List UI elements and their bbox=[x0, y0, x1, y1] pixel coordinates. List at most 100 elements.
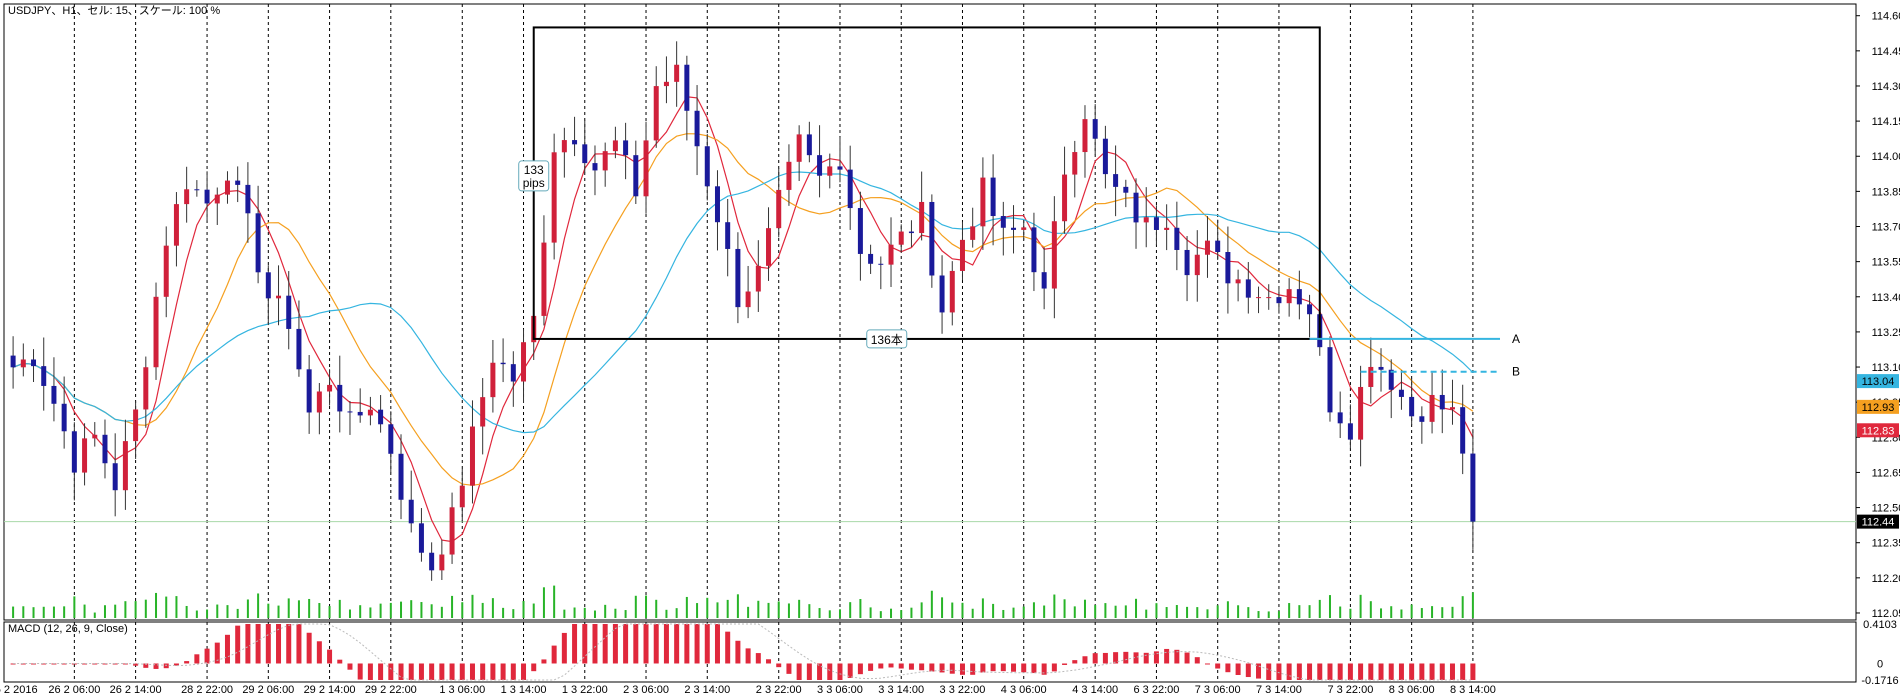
macd-bar bbox=[878, 663, 884, 669]
candle-body bbox=[1337, 412, 1343, 424]
candle-body bbox=[817, 155, 823, 176]
volume-bar bbox=[838, 609, 841, 618]
candle-body bbox=[194, 189, 200, 191]
macd-bar bbox=[112, 663, 118, 665]
macd-axis-label: 0 bbox=[1877, 658, 1883, 670]
macd-bar bbox=[1358, 663, 1364, 680]
macd-bar bbox=[837, 663, 843, 680]
macd-bar bbox=[1256, 663, 1262, 679]
macd-bar bbox=[1245, 663, 1251, 678]
candle-body bbox=[1266, 297, 1272, 299]
candle-body bbox=[1347, 423, 1353, 440]
volume-bar bbox=[348, 609, 351, 618]
candle-body bbox=[684, 64, 690, 111]
candle-body bbox=[296, 328, 302, 370]
candle-body bbox=[1296, 289, 1302, 305]
macd-bar bbox=[970, 663, 976, 675]
volume-bar bbox=[1124, 605, 1127, 618]
price-tag-box bbox=[1857, 514, 1899, 529]
candle-body bbox=[1460, 407, 1466, 454]
volume-bar bbox=[614, 608, 617, 618]
macd-bar bbox=[1266, 663, 1272, 680]
x-tick-label: 3 3 14:00 bbox=[878, 684, 924, 695]
candle-body bbox=[959, 239, 965, 271]
volume-bar bbox=[726, 599, 729, 618]
candle-body bbox=[31, 359, 37, 367]
moving-averages bbox=[12, 96, 1474, 543]
volume-bar bbox=[696, 603, 699, 618]
x-tick-label: 26 2 14:00 bbox=[110, 684, 162, 695]
macd-bar bbox=[806, 663, 812, 680]
macd-bar bbox=[623, 624, 629, 664]
candle-body bbox=[735, 248, 741, 308]
candle-body bbox=[1327, 347, 1333, 413]
candle-body bbox=[184, 189, 190, 205]
macd-bar bbox=[745, 648, 751, 664]
candle-body bbox=[10, 355, 16, 368]
macd-bar bbox=[1072, 660, 1078, 664]
price-tag-box bbox=[1857, 423, 1899, 438]
volume-bar bbox=[869, 607, 872, 618]
candle-body bbox=[1368, 366, 1374, 387]
candle-body bbox=[1358, 386, 1364, 440]
volume-bar bbox=[553, 585, 556, 618]
macd-bar bbox=[572, 624, 578, 664]
candle-body bbox=[592, 163, 598, 171]
candle-body bbox=[429, 552, 435, 571]
macd-bar bbox=[1031, 663, 1037, 674]
candle-body bbox=[847, 169, 853, 209]
volume-bar bbox=[1410, 604, 1413, 618]
macd-bar bbox=[582, 624, 588, 664]
volume-bar bbox=[961, 602, 964, 618]
volume-bar bbox=[1012, 607, 1015, 618]
volume-bar bbox=[1288, 603, 1291, 618]
x-tick-label: 1 3 22:00 bbox=[562, 684, 608, 695]
volume-bar bbox=[1226, 601, 1229, 618]
volume-bar bbox=[1451, 606, 1454, 618]
macd-bar bbox=[1194, 657, 1200, 664]
candle-body bbox=[102, 434, 108, 464]
macd-bar bbox=[939, 663, 945, 673]
candles bbox=[10, 41, 1476, 581]
price-tag-label: 112.44 bbox=[1862, 517, 1895, 529]
macd-bar bbox=[173, 663, 179, 666]
x-tick-label: 28 2 22:00 bbox=[181, 684, 233, 695]
candle-body bbox=[919, 201, 925, 234]
candle-body bbox=[582, 144, 588, 164]
x-tick-label: 4 3 14:00 bbox=[1072, 684, 1118, 695]
volume-bar bbox=[42, 606, 45, 618]
volume-bar bbox=[502, 607, 505, 618]
volume-bar bbox=[1032, 602, 1035, 618]
volume-bar bbox=[981, 598, 984, 618]
macd-bar bbox=[1123, 651, 1129, 664]
macd-bar bbox=[1062, 663, 1068, 665]
macd-bar bbox=[1460, 663, 1466, 680]
volume-bar bbox=[287, 598, 290, 618]
macd-bar bbox=[1102, 652, 1108, 664]
y-tick-label: 113.25 bbox=[1872, 327, 1900, 339]
candle-body bbox=[633, 155, 639, 197]
candle-body bbox=[153, 296, 159, 368]
candle-body bbox=[1143, 217, 1149, 223]
candle-body bbox=[1409, 396, 1415, 417]
volume-bar bbox=[236, 608, 239, 618]
volume-bar bbox=[1216, 605, 1219, 618]
candle-body bbox=[122, 441, 128, 491]
x-tick-label: 7 3 22:00 bbox=[1327, 684, 1373, 695]
macd-bar bbox=[541, 659, 547, 664]
candle-body bbox=[1439, 394, 1445, 410]
candle-body bbox=[276, 295, 282, 299]
macd-bar bbox=[602, 624, 608, 664]
volume-bar bbox=[420, 602, 423, 618]
x-tick-label: 29 2 22:00 bbox=[365, 684, 417, 695]
macd-bar bbox=[1296, 663, 1302, 680]
macd-bar bbox=[398, 663, 404, 680]
candle-body bbox=[572, 140, 578, 145]
candle-body bbox=[398, 453, 404, 500]
volume-bar bbox=[369, 607, 372, 618]
volume-bar bbox=[1349, 608, 1352, 618]
volume-bar bbox=[1073, 606, 1076, 618]
macd-bar bbox=[592, 624, 598, 664]
candle-body bbox=[1102, 138, 1108, 175]
volume-bar bbox=[338, 599, 341, 618]
